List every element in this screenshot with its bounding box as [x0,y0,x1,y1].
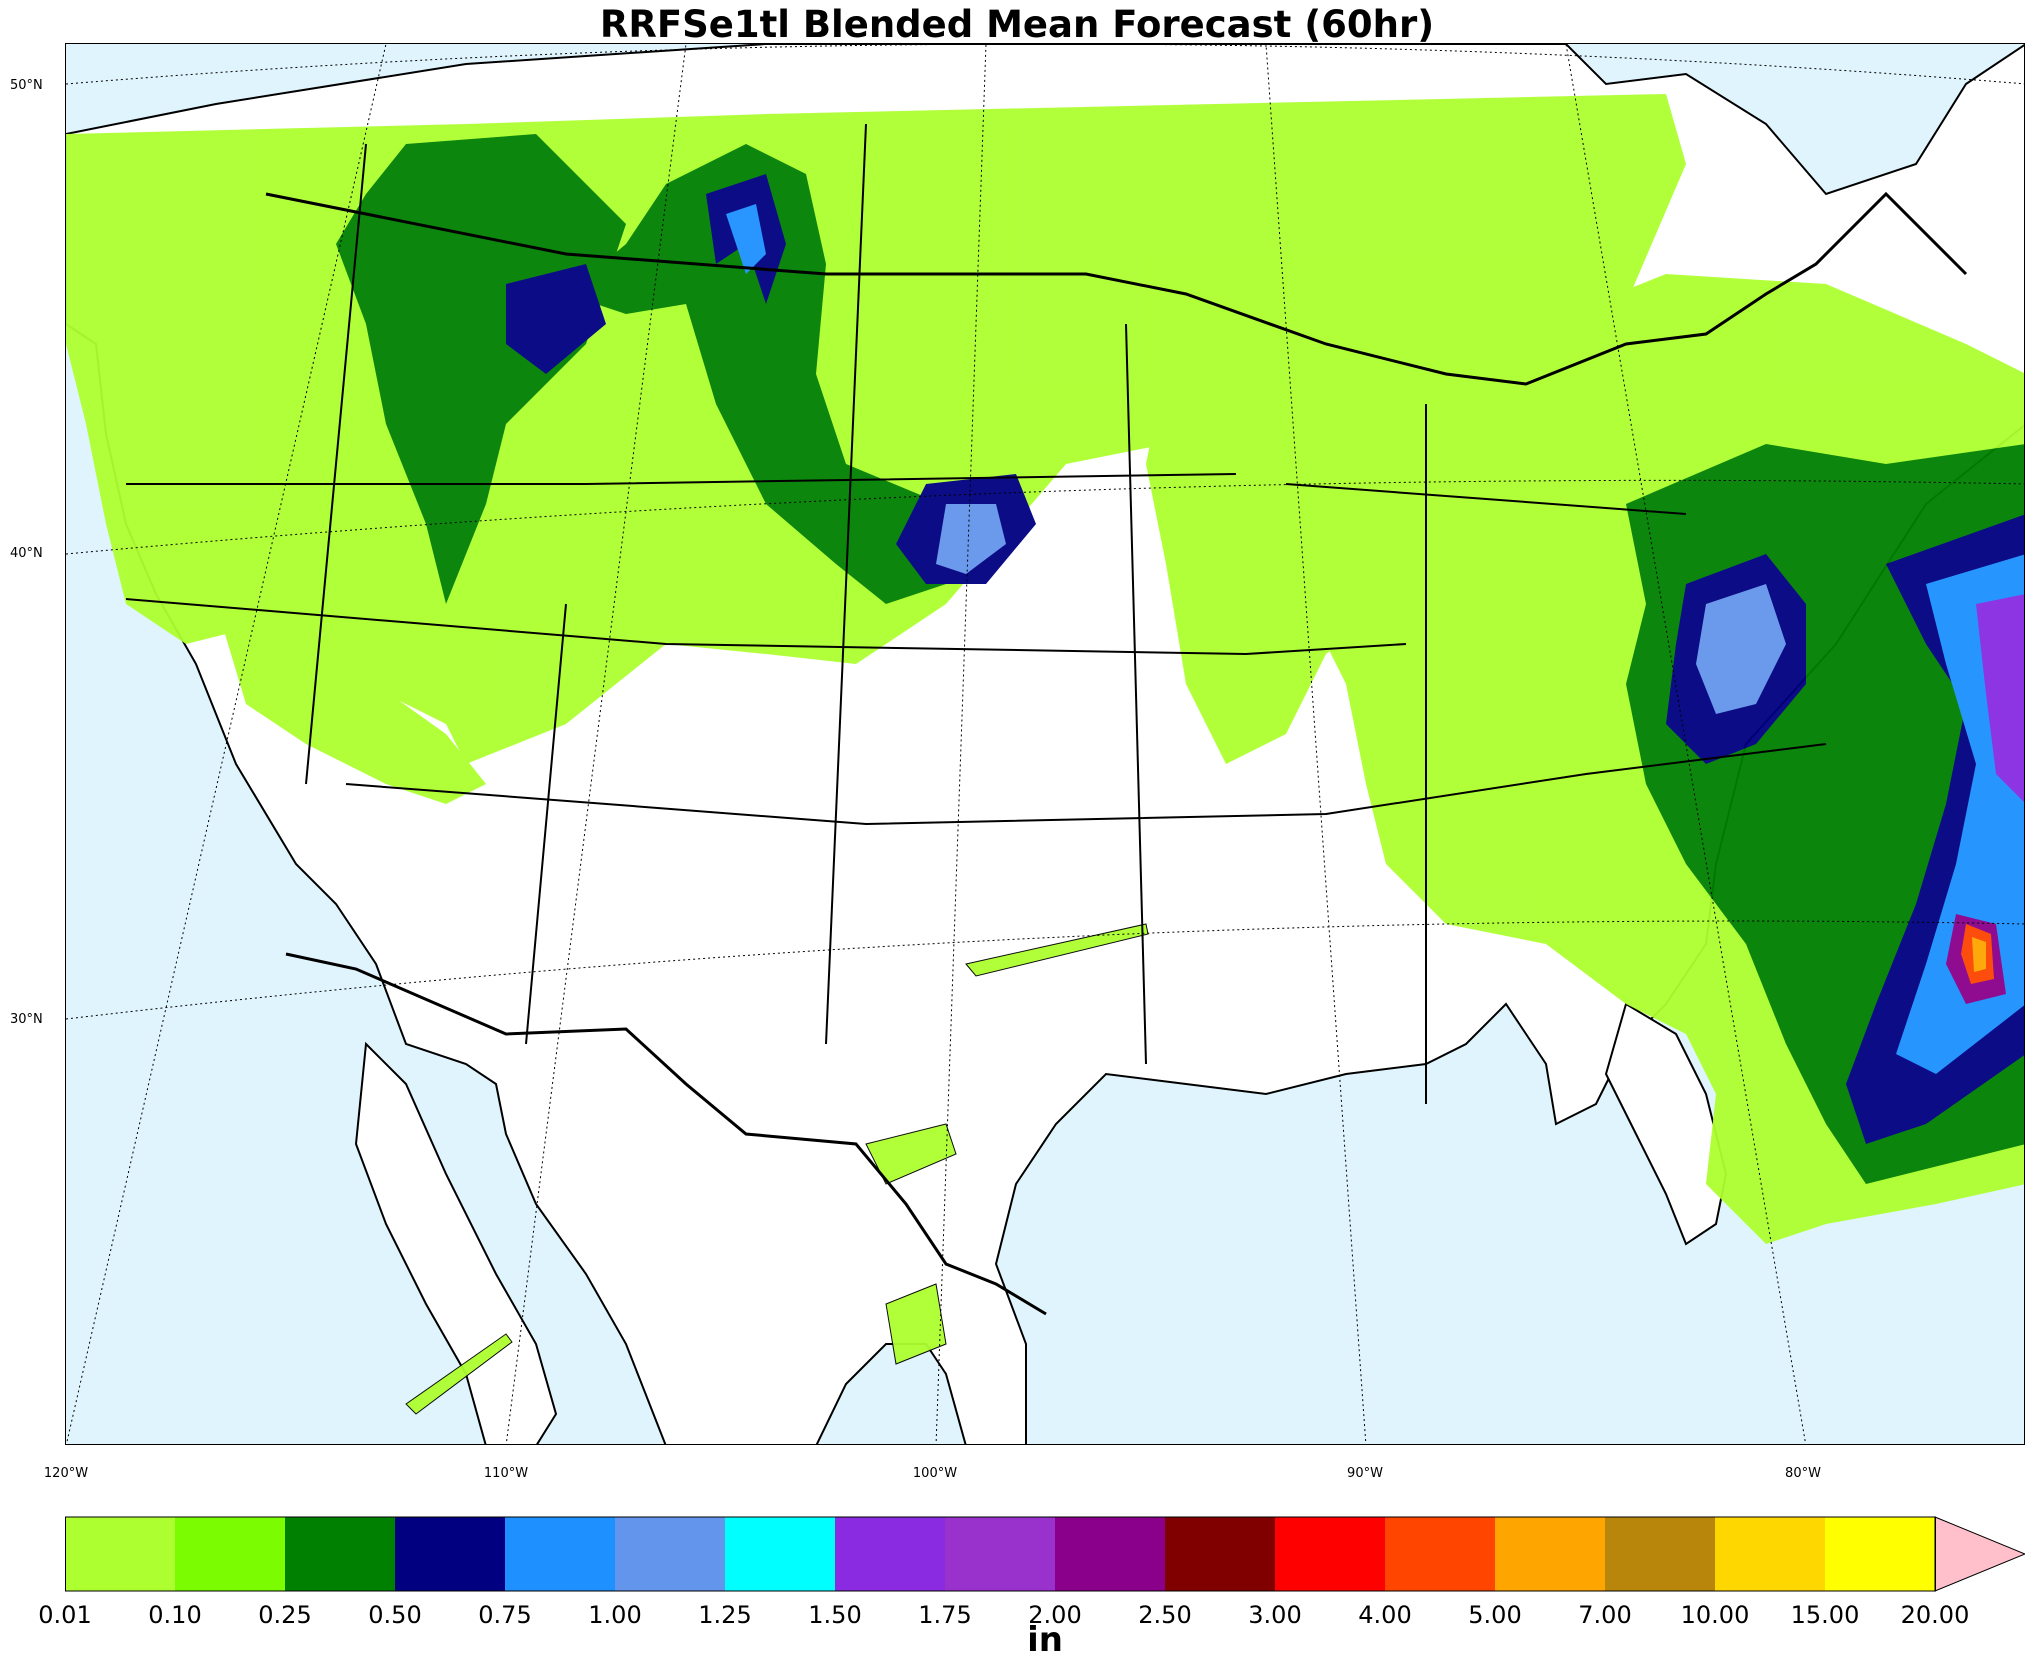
lon-label-120w: 120°W [43,1466,89,1481]
meridian-110w [505,44,687,1444]
colorbar-tick-label: 2.50 [1138,1601,1192,1629]
precip-texas-streak [965,923,1149,977]
colorbar [65,1516,2025,1592]
colorbar-extend-arrow [1934,1516,2025,1592]
colorbar-tick-label: 0.50 [368,1601,422,1629]
precip-nebraska-core [936,504,1006,574]
state-borders [125,123,1968,1316]
meridian-100w [935,44,987,1444]
meridian-90w [1265,44,1367,1444]
state-line-5 [825,123,867,1045]
meridian-80w [1565,44,1807,1444]
state-line-8 [305,143,367,785]
map-title: RRFSe1tl Blended Mean Forecast (60hr) [599,3,1435,46]
colorbar-tick-label: 10.00 [1680,1601,1750,1629]
colorbar-segment [1165,1517,1275,1591]
precip-montana-heavy [506,264,606,374]
colorbar-segment [945,1517,1055,1591]
precip-rockies-west [216,604,486,804]
colorbar-tick-label: 0.01 [38,1601,92,1629]
lon-label-80w: 80°W [1785,1466,1821,1481]
colorbar-tick-label: 0.25 [258,1601,312,1629]
colorbar-segment [395,1517,505,1591]
state-line-1 [126,473,1237,485]
lat-label-30n: 30°N [10,1012,43,1027]
colorbar-segment [285,1517,395,1591]
precip-atlantic-purple [1976,594,2024,802]
state-line-9 [1285,483,1687,515]
colorbar-segment [1385,1517,1495,1591]
graticule [66,44,2024,1444]
colorbar-tick-label: 1.25 [698,1601,752,1629]
precip-baja-streak [405,1333,513,1415]
land-florida [1604,1002,1728,1246]
colorbar-segment [1055,1517,1165,1591]
precip-atlantic-peak-core [1972,937,1986,972]
colorbar-tick-label: 5.00 [1468,1601,1522,1629]
colorbar-segment [65,1517,175,1591]
colorbar-tick-label: 1.50 [808,1601,862,1629]
colorbar-units: in [1027,1620,1063,1660]
parallel-30n [66,920,2024,1020]
lon-label-110w: 110°W [483,1466,529,1481]
us-canada-border [265,191,1968,386]
us-mexico-border [285,952,1047,1316]
colorbar-tick-label: 4.00 [1358,1601,1412,1629]
colorbar-segment [1715,1517,1825,1591]
colorbar-segment [505,1517,615,1591]
colorbar-tick-label: 7.00 [1578,1601,1632,1629]
lat-label-50n: 50°N [10,78,43,93]
colorbar-outline [65,1516,1936,1592]
colorbar-tick-label: 15.00 [1790,1601,1860,1629]
precip-dakota-heavy-2 [726,204,766,274]
precip-midwest [1146,364,1446,764]
precipitation-map [65,43,2025,1445]
state-line-4 [525,603,567,1045]
colorbar-segment [175,1517,285,1591]
colorbar-segment [1495,1517,1605,1591]
colorbar-tick-label: 0.10 [148,1601,202,1629]
colorbar-tick-label: 20.00 [1900,1601,1970,1629]
colorbar-segment [1605,1517,1715,1591]
state-line-2 [125,598,1407,656]
colorbar-tick-label: 1.00 [588,1601,642,1629]
colorbar-tick-label: 0.75 [478,1601,532,1629]
colorbar-tick-label: 3.00 [1248,1601,1302,1629]
parallel-50n [66,44,2024,85]
precip-virginia-core [1696,584,1786,714]
colorbar-segment [1825,1517,1935,1591]
colorbar-segment [615,1517,725,1591]
state-line-6 [1125,323,1147,1065]
colorbar-tick-label: 2.00 [1028,1601,1082,1629]
colorbar-tick-label: 1.75 [918,1601,972,1629]
state-line-3 [345,743,1827,826]
colorbar-segment [725,1517,835,1591]
precipitation-field [66,94,2024,1415]
lon-label-90w: 90°W [1347,1466,1383,1481]
lat-label-40n: 40°N [10,546,43,561]
lon-label-100w: 100°W [912,1466,958,1481]
colorbar-segment [835,1517,945,1591]
colorbar-segment [1275,1517,1385,1591]
precip-north-dakota-band [566,144,966,604]
